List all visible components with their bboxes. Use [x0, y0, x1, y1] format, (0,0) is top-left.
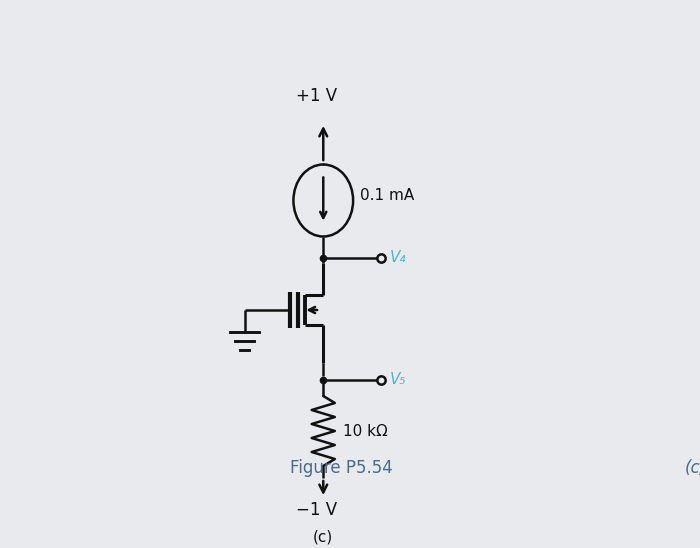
Text: −1 V: −1 V	[296, 501, 337, 519]
Text: V₄: V₄	[390, 250, 406, 265]
Text: V₅: V₅	[390, 373, 406, 387]
Text: (c): (c)	[313, 529, 333, 544]
Text: +1 V: +1 V	[296, 87, 337, 105]
Text: (c): (c)	[685, 459, 700, 477]
Text: 0.1 mA: 0.1 mA	[360, 188, 414, 203]
Text: Figure P5.54: Figure P5.54	[290, 459, 398, 477]
Text: 10 kΩ: 10 kΩ	[343, 424, 388, 438]
